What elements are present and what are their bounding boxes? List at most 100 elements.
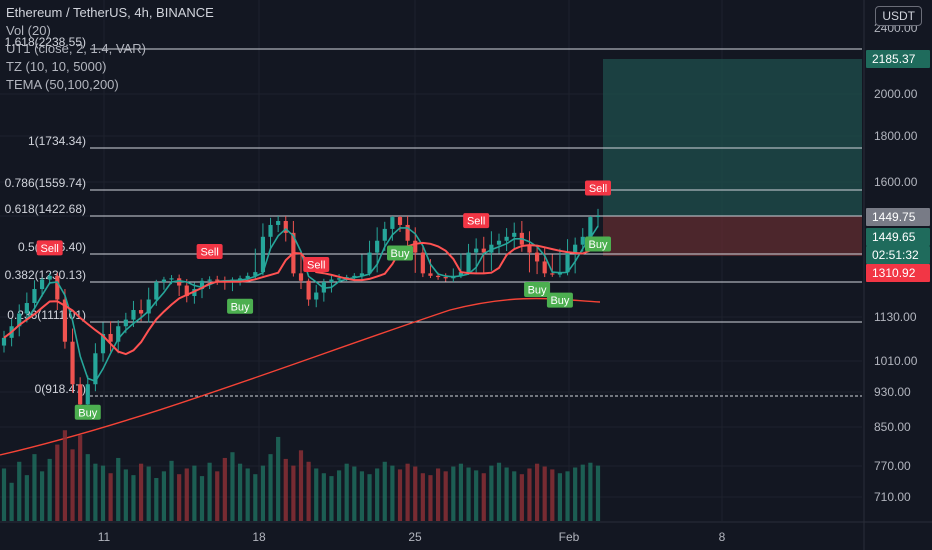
candle-body[interactable] [237,278,243,280]
candle-body[interactable] [70,341,75,385]
buy-signal-label[interactable] [387,245,413,261]
candle-body[interactable] [534,252,540,262]
candle-body[interactable] [359,273,365,276]
candle-body[interactable] [131,310,136,320]
buy-signal-label[interactable] [585,236,611,252]
candle-body[interactable] [474,248,479,253]
candle-body[interactable] [260,236,266,273]
sell-signal-label[interactable] [585,180,611,196]
candle-body[interactable] [565,252,570,273]
buy-signal-label[interactable] [524,281,551,297]
indicator-tema[interactable]: TEMA (50,100,200) [6,77,119,92]
candle-body[interactable] [177,278,182,286]
candle-body[interactable] [314,292,319,300]
candle-body[interactable] [588,217,593,237]
stop-zone[interactable] [603,216,862,256]
candle-body[interactable] [443,277,448,279]
tema-slow-line[interactable] [0,297,601,456]
candle-body[interactable] [489,244,494,253]
candle-body[interactable] [352,275,357,278]
candle-body[interactable] [199,280,205,290]
candle-body[interactable] [405,224,410,241]
candle-body[interactable] [1,337,7,346]
candle-body[interactable] [138,310,144,314]
candle-body[interactable] [93,353,98,385]
candle-body[interactable] [17,313,22,327]
candle-body[interactable] [32,289,37,304]
candle-body[interactable] [504,236,509,241]
candle-body[interactable] [550,273,555,275]
time-axis[interactable] [0,522,864,550]
stop-price-badge[interactable] [866,264,930,282]
sell-signal-label[interactable] [196,244,223,260]
last-price-badge[interactable] [866,208,930,226]
candle-body[interactable] [382,228,387,241]
candle-body[interactable] [85,384,90,405]
candle-body[interactable] [276,221,281,225]
candle-body[interactable] [466,252,471,273]
chart-title[interactable]: Ethereum / TetherUS, 4h, BINANCE [6,5,214,20]
candle-body[interactable] [108,333,113,342]
currency-badge[interactable]: USDT [875,6,922,26]
indicator-tz[interactable]: TZ (10, 10, 5000) [6,59,107,74]
candle-body[interactable] [215,279,220,281]
candle-body[interactable] [116,326,121,342]
candle-body[interactable] [55,275,60,300]
candle-body[interactable] [512,232,517,237]
candle-body[interactable] [367,252,372,274]
candle-body[interactable] [62,299,68,342]
candle-body[interactable] [375,240,380,253]
indicator-vol[interactable]: Vol (20) [6,23,51,38]
target-price-badge[interactable] [866,50,930,68]
indicator-ut1[interactable]: UT1 (close, 2, 1.4, VAR) [6,41,146,56]
candle-body[interactable] [78,384,83,405]
candle-body[interactable] [47,275,52,280]
candle-body[interactable] [527,244,532,253]
buy-signal-label[interactable] [546,292,573,308]
sell-signal-label[interactable] [463,213,490,229]
candle-body[interactable] [24,303,29,314]
candle-body[interactable] [192,289,197,297]
candle-body[interactable] [428,273,433,276]
candle-body[interactable] [306,280,311,300]
candle-body[interactable] [253,272,258,276]
candle-body[interactable] [154,282,159,300]
candle-body[interactable] [390,217,395,229]
tema-mid-line[interactable] [3,241,599,356]
candle-body[interactable] [146,299,151,314]
candle-body[interactable] [420,252,425,274]
candle-body[interactable] [397,217,403,225]
candle-body[interactable] [123,319,128,327]
candle-body[interactable] [413,240,418,253]
sell-signal-label[interactable] [36,240,63,256]
candle-body[interactable] [184,285,189,297]
candle-body[interactable] [580,236,585,245]
candle-body[interactable] [298,273,304,281]
candle-body[interactable] [336,278,342,280]
candle-body[interactable] [207,279,212,281]
countdown-badge[interactable] [866,246,930,264]
candle-body[interactable] [329,279,334,283]
buy-signal-label[interactable] [74,404,101,420]
candle-body[interactable] [595,216,601,218]
candle-body[interactable] [435,275,441,278]
candle-body[interactable] [496,240,502,245]
candle-body[interactable] [268,224,273,237]
target-zone[interactable] [603,59,862,216]
buy-signal-label[interactable] [227,298,254,314]
candle-body[interactable] [39,279,45,290]
candle-body[interactable] [100,333,106,354]
candle-body[interactable] [161,279,167,283]
candle-body[interactable] [169,278,174,280]
close-price-badge[interactable] [866,228,930,246]
candle-body[interactable] [573,244,578,253]
tema-fast-line[interactable] [3,225,599,383]
sell-signal-label[interactable] [303,257,330,273]
candle-body[interactable] [283,221,288,233]
candle-body[interactable] [458,272,464,276]
candle-body[interactable] [245,275,250,279]
candle-body[interactable] [542,261,547,274]
candle-body[interactable] [481,248,486,253]
